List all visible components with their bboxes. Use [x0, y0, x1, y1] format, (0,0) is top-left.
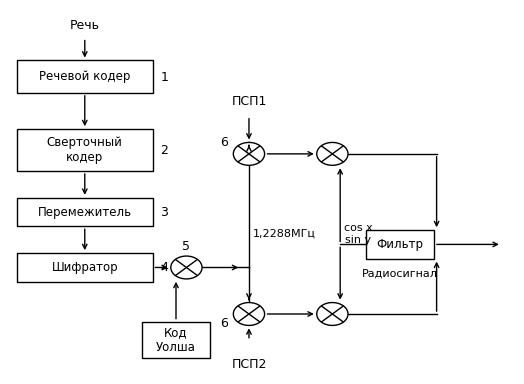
Text: 6: 6: [220, 136, 228, 149]
Text: Радиосигнал: Радиосигнал: [362, 268, 438, 278]
Text: 6: 6: [220, 317, 228, 330]
FancyBboxPatch shape: [366, 230, 434, 259]
Text: 5: 5: [182, 240, 190, 253]
Circle shape: [316, 142, 348, 166]
Text: Перемежитель: Перемежитель: [38, 205, 132, 218]
Text: Сверточный
кодер: Сверточный кодер: [47, 136, 123, 164]
Text: 3: 3: [160, 206, 168, 219]
FancyBboxPatch shape: [17, 198, 152, 226]
Text: Речевой кодер: Речевой кодер: [39, 70, 130, 83]
FancyBboxPatch shape: [17, 253, 152, 281]
Text: 4: 4: [160, 261, 168, 274]
FancyBboxPatch shape: [17, 129, 152, 171]
Circle shape: [233, 142, 265, 166]
Circle shape: [233, 303, 265, 325]
Text: cos x
sin y: cos x sin y: [344, 223, 373, 245]
Text: ПСП1: ПСП1: [231, 95, 267, 108]
FancyBboxPatch shape: [142, 322, 210, 358]
Text: Шифратор: Шифратор: [51, 261, 118, 274]
Text: 2: 2: [160, 144, 168, 157]
FancyBboxPatch shape: [17, 60, 152, 93]
Text: 1: 1: [160, 71, 168, 84]
Text: Речь: Речь: [70, 19, 100, 32]
Circle shape: [171, 256, 202, 279]
Text: Код
Уолша: Код Уолша: [156, 326, 196, 354]
Text: ПСП2: ПСП2: [231, 358, 267, 371]
Circle shape: [316, 303, 348, 325]
Text: Фильтр: Фильтр: [377, 238, 423, 251]
Text: 1,2288МГц: 1,2288МГц: [253, 229, 316, 239]
